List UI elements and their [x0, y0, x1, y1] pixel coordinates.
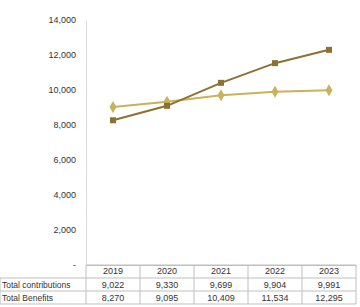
series-marker — [110, 101, 117, 113]
table-col-line — [0, 278, 1, 304]
table-col-line — [248, 265, 249, 304]
y-tick-label: 4,000 — [53, 190, 76, 200]
y-axis-line — [86, 21, 87, 266]
series-marker — [218, 89, 225, 101]
table-value: 8,270 — [102, 293, 125, 303]
y-tick: - — [73, 260, 86, 270]
x-tick: 2021 — [211, 265, 231, 276]
table-col-line — [140, 265, 141, 304]
table-col-line — [194, 265, 195, 304]
table-col-line — [356, 265, 357, 304]
table-value: 9,022 — [102, 280, 125, 290]
y-tick: 10,000 — [48, 85, 86, 95]
x-tick: 2023 — [319, 265, 339, 276]
table-col-line — [302, 265, 303, 304]
y-axis: - 2,000 4,000 6,000 8,000 10,000 12,000 14,000 — [48, 15, 86, 270]
y-tick-label: 6,000 — [53, 155, 76, 165]
y-tick: 6,000 — [53, 155, 86, 165]
chart: - 2,000 4,000 6,000 8,000 10,000 12,000 14,000 T… — [0, 0, 360, 307]
x-tick-label: 2020 — [157, 266, 177, 276]
table-value: 9,904 — [264, 280, 287, 290]
y-tick-label: 10,000 — [48, 85, 76, 95]
table-value: 9,699 — [210, 280, 233, 290]
y-tick-label: 8,000 — [53, 120, 76, 130]
y-tick-label: 14,000 — [48, 15, 76, 25]
table-border — [86, 265, 356, 266]
y-tick: 14,000 — [48, 15, 86, 25]
series-line — [113, 50, 329, 120]
x-tick: 2022 — [265, 265, 285, 276]
series-line — [113, 90, 329, 107]
x-tick-label: 2021 — [211, 266, 231, 276]
x-axis: 2019 2020 2021 2022 2023 — [87, 265, 357, 276]
series-marker — [218, 80, 224, 86]
x-tick-label: 2022 — [265, 266, 285, 276]
table-row-line — [0, 304, 356, 305]
data-table: Total contributions 9,022 9,330 9,699 9,904 9… — [0, 265, 356, 304]
series-marker — [272, 60, 278, 66]
table-row-line — [0, 278, 356, 279]
y-tick-label: 12,000 — [48, 50, 76, 60]
table-value: 9,330 — [156, 280, 179, 290]
series-marker — [110, 117, 116, 123]
y-tick: 12,000 — [48, 50, 86, 60]
series-marker — [326, 84, 333, 96]
y-tick-label: 2,000 — [53, 225, 76, 235]
table-value: 10,409 — [207, 293, 235, 303]
series-name: Total Benefits — [2, 293, 53, 303]
x-tick: 2020 — [157, 265, 177, 276]
table-value: 9,095 — [156, 293, 179, 303]
y-tick-label: - — [73, 260, 76, 270]
y-tick: 8,000 — [53, 120, 86, 130]
table-value: 12,295 — [315, 293, 343, 303]
table-value: 11,534 — [262, 293, 289, 303]
table-row-line — [0, 291, 356, 292]
series-marker — [272, 86, 279, 98]
x-tick-label: 2019 — [103, 266, 123, 276]
series-marker — [164, 103, 170, 109]
table-col-line — [86, 265, 87, 304]
table-value: 9,991 — [318, 280, 341, 290]
series-name: Total contributions — [2, 280, 71, 290]
x-tick-label: 2023 — [319, 266, 339, 276]
y-tick: 2,000 — [53, 225, 86, 235]
x-tick: 2019 — [103, 265, 123, 276]
y-tick: 4,000 — [53, 190, 86, 200]
plot-area — [110, 47, 333, 123]
series-marker — [326, 47, 332, 53]
